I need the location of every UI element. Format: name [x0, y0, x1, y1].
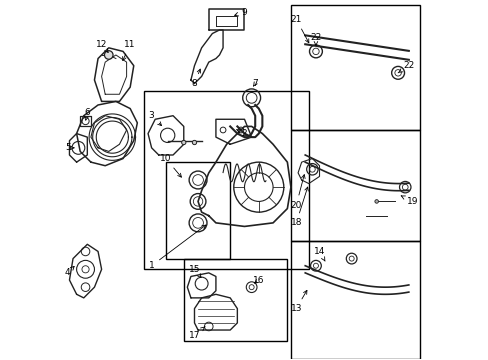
Text: 3: 3 — [148, 111, 161, 126]
Text: 6: 6 — [84, 108, 90, 120]
Text: 1: 1 — [148, 225, 205, 270]
Bar — [183, 258, 287, 341]
Polygon shape — [190, 30, 223, 84]
Text: 13: 13 — [290, 291, 306, 313]
Text: 19: 19 — [400, 196, 417, 206]
Circle shape — [374, 200, 378, 203]
Text: 5: 5 — [65, 143, 74, 152]
Text: 16: 16 — [252, 275, 264, 284]
Text: 22: 22 — [310, 33, 321, 45]
Text: 8: 8 — [191, 69, 200, 88]
Polygon shape — [198, 126, 290, 226]
Text: 9: 9 — [234, 8, 247, 17]
Circle shape — [104, 51, 113, 59]
Text: 17: 17 — [188, 327, 205, 340]
Bar — [290, 5, 419, 130]
Circle shape — [181, 140, 185, 145]
Text: 2: 2 — [236, 129, 247, 138]
Text: 12: 12 — [96, 40, 108, 53]
Text: 10: 10 — [160, 154, 181, 177]
Text: 4: 4 — [65, 266, 74, 277]
Text: 7: 7 — [252, 79, 258, 88]
Bar — [144, 91, 308, 269]
Text: 20: 20 — [290, 175, 305, 210]
Text: 15: 15 — [188, 265, 201, 278]
Text: 14: 14 — [313, 247, 325, 261]
Text: 11: 11 — [122, 40, 136, 60]
Bar — [165, 162, 230, 258]
Text: 21: 21 — [290, 15, 308, 43]
Bar — [290, 130, 419, 241]
Circle shape — [192, 140, 196, 145]
Text: 18: 18 — [290, 187, 307, 228]
Text: 22: 22 — [397, 61, 414, 73]
Bar — [290, 241, 419, 359]
